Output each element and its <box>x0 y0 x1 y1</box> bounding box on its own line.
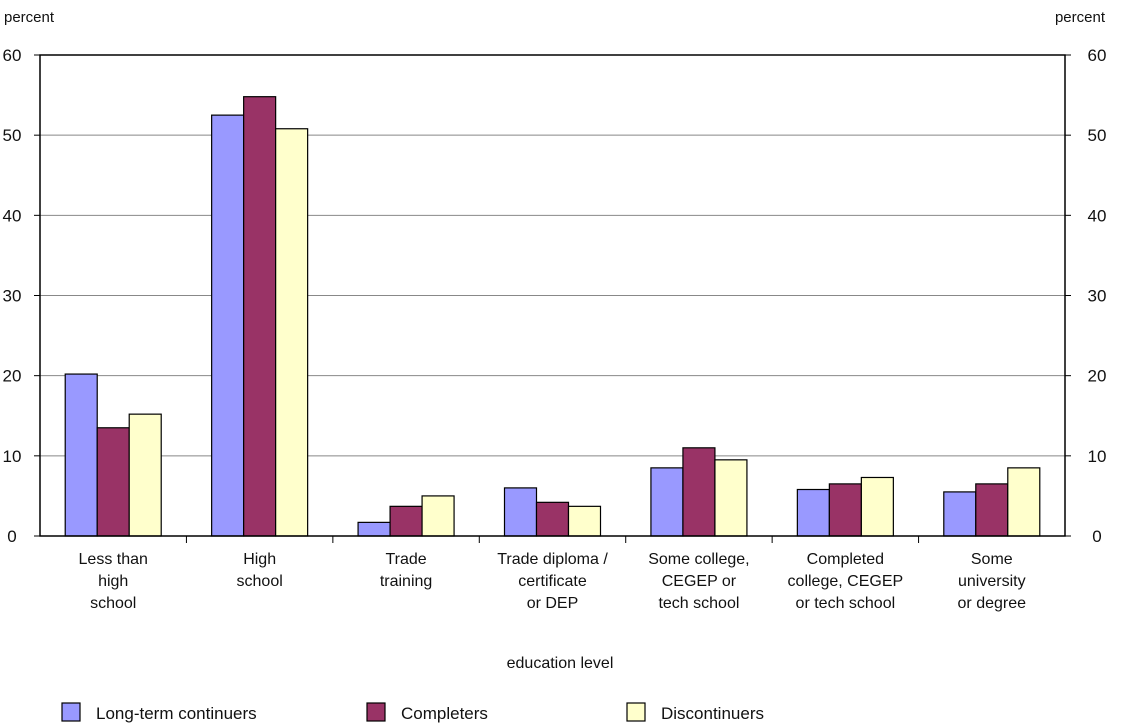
x-category-label-3: Trade training <box>380 551 432 590</box>
bar-6-series-2 <box>828 483 862 537</box>
bar-1-series-2 <box>96 427 130 537</box>
bar-5-series-2 <box>682 447 716 537</box>
left-tick-label-20: 20 <box>3 367 22 386</box>
bar-5-series-1 <box>650 467 684 537</box>
left-tick-label-30: 30 <box>3 287 22 306</box>
left-y-axis-ticks: 0 10 20 30 40 50 60 <box>3 46 40 546</box>
right-y-axis-unit: percent <box>1055 9 1106 26</box>
bar-7-series-1 <box>943 491 977 537</box>
right-tick-label-0: 0 <box>1092 527 1101 546</box>
left-tick-label-40: 40 <box>3 206 22 225</box>
legend-label-1: Long-term continuers <box>96 704 257 723</box>
bar-3-series-2 <box>389 505 423 537</box>
left-tick-label-60: 60 <box>3 46 22 65</box>
right-tick-label-50: 50 <box>1088 126 1107 145</box>
right-tick-label-60: 60 <box>1088 46 1107 65</box>
bar-4-series-1 <box>503 487 538 537</box>
legend-label-2: Completers <box>401 704 488 723</box>
bar-6-series-3 <box>860 476 894 537</box>
bar-2-series-1 <box>211 114 245 537</box>
bar-2-series-3 <box>275 128 309 537</box>
legend-label-3: Discontinuers <box>661 704 764 723</box>
left-tick-label-0: 0 <box>7 527 16 546</box>
legend-swatch-2 <box>366 702 386 722</box>
bars <box>64 96 1041 537</box>
bar-3-series-1 <box>357 521 391 537</box>
right-tick-label-40: 40 <box>1088 206 1107 225</box>
x-axis-label: education level <box>507 655 614 672</box>
bar-1-series-1 <box>64 373 98 537</box>
bar-7-series-2 <box>975 483 1009 537</box>
x-category-label-2: High school <box>237 551 283 590</box>
legend: Long-term continuers Completers Discontinu… <box>61 702 764 723</box>
left-tick-label-10: 10 <box>3 447 22 466</box>
legend-swatch-1 <box>61 702 81 722</box>
bar-7-series-3 <box>1007 467 1041 537</box>
x-category-label-4: Trade diploma / certificate or DEP <box>497 551 608 612</box>
x-category-label-1: Less than high school <box>79 551 148 612</box>
bar-6-series-1 <box>796 488 830 537</box>
legend-swatch-3 <box>626 702 646 722</box>
gridlines <box>40 134 1065 457</box>
x-category-label-5: Some college, CEGEP or tech school <box>648 551 749 612</box>
x-axis-categories: Less than high school High school Trade traini… <box>79 536 1027 612</box>
right-y-axis-ticks: 0 10 20 30 40 50 60 <box>1065 46 1106 546</box>
right-tick-label-30: 30 <box>1088 287 1107 306</box>
bar-1-series-3 <box>128 413 162 537</box>
x-category-label-6: Completed college, CEGEP or tech school <box>788 551 904 612</box>
bar-5-series-3 <box>714 459 748 537</box>
x-category-label-7: Some university or degree <box>958 551 1027 612</box>
bar-3-series-3 <box>421 495 455 537</box>
bar-2-series-2 <box>243 96 277 537</box>
right-tick-label-20: 20 <box>1088 367 1107 386</box>
bar-4-series-2 <box>535 501 570 537</box>
left-y-axis-unit: percent <box>4 9 55 26</box>
right-tick-label-10: 10 <box>1088 447 1107 466</box>
left-tick-label-50: 50 <box>3 126 22 145</box>
bar-4-series-3 <box>567 505 602 537</box>
